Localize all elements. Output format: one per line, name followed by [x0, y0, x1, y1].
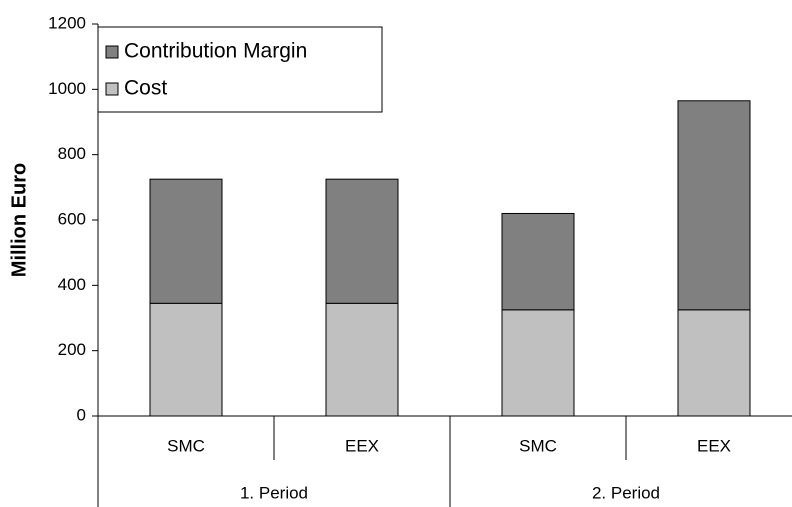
- bar-segment: [677, 100, 751, 311]
- legend-box: [97, 26, 383, 113]
- y-tick-label: 400: [58, 275, 86, 294]
- bar-segment: [501, 309, 575, 417]
- bar-segment: [677, 309, 751, 417]
- y-tick-label: 0: [77, 405, 86, 424]
- x-tick-label: SMC: [519, 436, 557, 455]
- legend-label: Contribution Margin: [124, 40, 307, 63]
- x-tick-label: SMC: [167, 436, 205, 455]
- y-tick-label: 1000: [48, 79, 86, 98]
- bar-segment: [325, 302, 399, 417]
- group-label: 1. Period: [240, 483, 308, 502]
- bar-segment: [325, 178, 399, 304]
- y-axis-label: Million Euro: [8, 163, 30, 277]
- legend-swatch: [105, 82, 119, 96]
- legend-label: Cost: [124, 77, 167, 100]
- y-tick-label: 600: [58, 209, 86, 228]
- bar-segment: [149, 302, 223, 417]
- bar-segment: [149, 178, 223, 304]
- group-label: 2. Period: [592, 483, 660, 502]
- y-tick-label: 1200: [48, 13, 86, 32]
- x-tick-label: EEX: [697, 436, 731, 455]
- bar-segment: [501, 212, 575, 311]
- legend-swatch: [105, 45, 119, 59]
- x-tick-label: EEX: [345, 436, 379, 455]
- y-tick-label: 800: [58, 144, 86, 163]
- y-tick-label: 200: [58, 340, 86, 359]
